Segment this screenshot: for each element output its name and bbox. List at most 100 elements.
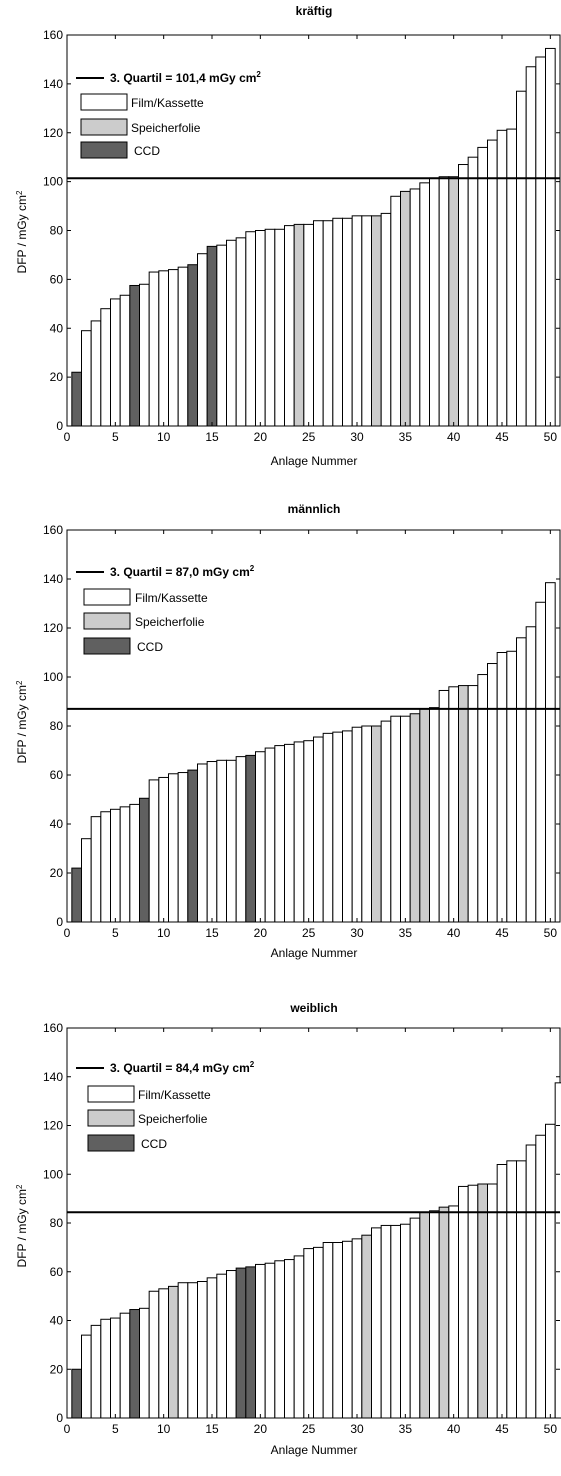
bar-33 [380, 1224, 392, 1419]
y-axis-label: DFP / mGy cm [15, 195, 29, 273]
bar-26 [313, 1246, 324, 1419]
chart-svg-kraeftig: kräftig DFP / mGy cm2 Anlage Nummer 0 5 10… [15, 4, 561, 468]
x-tick-label: 20 [254, 926, 268, 940]
y-tick-label: 120 [43, 126, 63, 140]
bar-21 [264, 1262, 276, 1419]
bar-41 [458, 164, 469, 427]
quartile-text: 3. Quartil = 87,0 mGy cm [110, 565, 250, 579]
bar-9 [148, 779, 160, 923]
plot-area: 0 5 10 15 20 25 30 35 40 45 50 0 20 40 60 80 100 120 140 16… [43, 28, 561, 444]
bar-25 [303, 1248, 315, 1419]
bar-37 [419, 708, 431, 923]
bar-12 [177, 772, 189, 923]
y-tick-label: 80 [50, 224, 64, 238]
svg-text:DFP / mGy cm2: DFP / mGy cm2 [15, 190, 29, 273]
bar-9 [148, 1290, 160, 1419]
y-tick-label: 120 [43, 621, 63, 635]
bar-14 [197, 253, 208, 427]
bar-49 [535, 56, 546, 427]
bar-49 [535, 1134, 546, 1419]
y-tick-label: 140 [43, 1070, 63, 1084]
bar-32 [371, 725, 382, 923]
bar-24 [293, 1255, 305, 1419]
legend-label-ccd: CCD [141, 1137, 167, 1151]
x-tick-label: 35 [399, 1422, 413, 1436]
legend-swatch-film [80, 93, 128, 111]
bar-19 [245, 754, 256, 923]
bar-50 [545, 1123, 556, 1419]
bar-27 [322, 1242, 334, 1419]
bar-13 [187, 264, 198, 427]
bar-10 [158, 776, 169, 923]
bar-13 [187, 769, 198, 923]
bar-1 [71, 371, 83, 427]
bar-43 [477, 146, 489, 427]
bar-36 [409, 188, 421, 427]
bar-26 [313, 736, 324, 923]
bar-20 [255, 230, 266, 427]
bar-46 [506, 1160, 518, 1419]
y-tick-label: 140 [43, 77, 63, 91]
bar-15 [206, 245, 218, 427]
bar-46 [506, 128, 518, 427]
x-tick-label: 0 [64, 1422, 71, 1436]
bar-38 [429, 1210, 440, 1419]
legend: 3. Quartil = 101,4 mGy cm2 Film/Kassette… [76, 70, 261, 159]
y-axis-label-group: DFP / mGy cm2 [15, 1184, 29, 1267]
bar-37 [419, 1211, 431, 1419]
bar-30 [351, 726, 363, 923]
bar-8 [139, 1307, 150, 1419]
bar-15 [206, 761, 218, 923]
bar-2 [81, 838, 92, 923]
x-tick-label: 50 [544, 926, 558, 940]
bar-15 [206, 1277, 218, 1419]
bar-22 [274, 1260, 286, 1419]
chart-panel-kraeftig: kräftig DFP / mGy cm2 Anlage Nummer 0 5 10… [0, 0, 561, 486]
y-axis-label-group: DFP / mGy cm2 [15, 190, 29, 273]
chart-title: männlich [288, 502, 341, 516]
bar-21 [264, 228, 276, 427]
bar-9 [148, 271, 160, 427]
bar-7 [129, 284, 140, 427]
chart-title: weiblich [289, 1001, 337, 1015]
bar-25 [303, 223, 315, 427]
bar-41 [458, 1185, 469, 1419]
x-tick-label: 25 [302, 1422, 316, 1436]
bar-2 [81, 1334, 92, 1419]
legend-swatch-ccd [80, 141, 128, 159]
legend-swatch-film [83, 588, 131, 606]
x-tick-label: 10 [157, 430, 171, 444]
bar-29 [342, 1240, 353, 1419]
y-tick-label: 160 [43, 1021, 63, 1035]
y-tick-label: 60 [50, 768, 64, 782]
x-tick-label: 30 [350, 1422, 364, 1436]
bar-22 [274, 745, 286, 923]
bar-3 [90, 816, 102, 923]
x-tick-label: 40 [447, 1422, 461, 1436]
bar-31 [361, 215, 373, 427]
bar-30 [351, 1238, 363, 1419]
x-axis-label: Anlage Nummer [271, 1443, 358, 1457]
bar-40 [448, 1205, 460, 1419]
bar-17 [226, 239, 237, 427]
y-tick-label: 40 [50, 817, 64, 831]
x-tick-label: 15 [205, 430, 219, 444]
bar-36 [409, 1217, 421, 1419]
quartile-legend-label: 3. Quartil = 101,4 mGy cm2 [110, 70, 261, 85]
legend-label-speicher: Speicherfolie [138, 1112, 208, 1126]
bar-38 [429, 177, 440, 427]
bar-43 [477, 674, 489, 923]
x-tick-label: 35 [399, 926, 413, 940]
bar-6 [119, 806, 131, 923]
legend-label-film: Film/Kassette [135, 591, 208, 605]
bar-39 [438, 176, 450, 427]
bar-34 [390, 1224, 402, 1419]
bar-37 [419, 182, 431, 427]
bar-33 [380, 212, 392, 427]
bar-33 [380, 720, 392, 923]
bar-3 [90, 1324, 102, 1419]
bar-5 [110, 1317, 121, 1419]
bar-6 [119, 1312, 131, 1419]
bar-23 [284, 743, 295, 923]
